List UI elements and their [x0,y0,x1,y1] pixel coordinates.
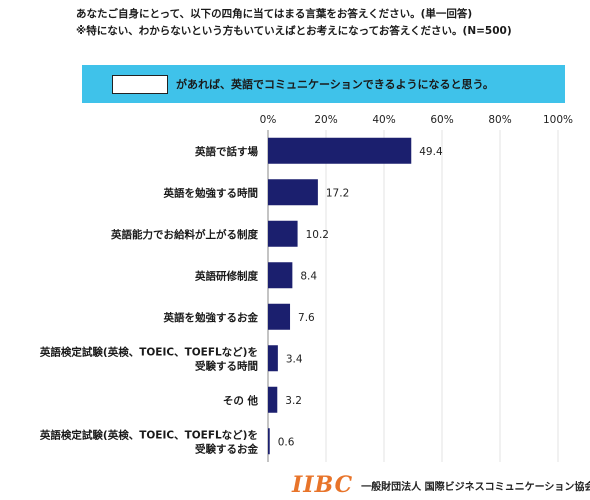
category-label: 英語検定試験(英検、TOEIC、TOEFLなど)を [39,428,258,441]
bar [268,345,278,372]
category-label: 英語で話す場 [194,145,258,158]
question-line-2: ※特にない、わからないという方もいていえばとお考えになってお答えください。(N=… [76,25,512,37]
survey-question: あなたご自身にとって、以下の四角に当てはまる言葉をお答えください。(単一回答) … [76,6,576,40]
category-label: 英語を勉強する時間 [163,186,259,199]
bar [268,220,298,247]
category-label: 英語研修制度 [194,269,258,282]
organization-name: 一般財団法人 国際ビジネスコミュニケーション協会 [361,481,590,493]
category-label: 受験する時間 [195,359,258,372]
value-label: 3.2 [285,395,302,407]
logo-mark: IIBC [292,472,354,498]
question-line-1: あなたご自身にとって、以下の四角に当てはまる言葉をお答えください。(単一回答) [76,8,473,20]
value-label: 0.6 [278,436,295,448]
x-tick-label: 0% [260,114,277,126]
x-tick-label: 100% [543,114,573,126]
bar [268,303,291,330]
value-label: 8.4 [300,270,317,282]
bar [268,137,412,164]
category-label: 受験するお金 [195,442,258,455]
value-label: 49.4 [419,146,443,158]
blank-box [112,74,168,94]
bar [268,179,318,206]
x-tick-label: 60% [430,114,453,126]
bar [268,428,270,455]
value-label: 17.2 [326,187,349,199]
bar [268,262,293,289]
iibc-logo: IIBC 一般財団法人 国際ビジネスコミュニケーション協会 [292,472,590,498]
x-tick-label: 40% [372,114,395,126]
category-label: 英語検定試験(英検、TOEIC、TOEFLなど)を [39,345,258,358]
question-banner: があれば、英語でコミュニケーションできるようになると思う。 [82,65,565,103]
x-tick-label: 80% [488,114,511,126]
banner-text: があれば、英語でコミュニケーションできるようになると思う。 [176,78,494,91]
x-tick-label: 20% [314,114,337,126]
category-label: 英語能力でお給料が上がる制度 [110,228,258,241]
value-label: 10.2 [306,229,329,241]
value-label: 3.4 [286,353,303,365]
category-label: 英語を勉強するお金 [163,311,259,324]
bar [268,386,278,413]
category-label: その 他 [223,394,259,407]
value-label: 7.6 [298,312,315,324]
